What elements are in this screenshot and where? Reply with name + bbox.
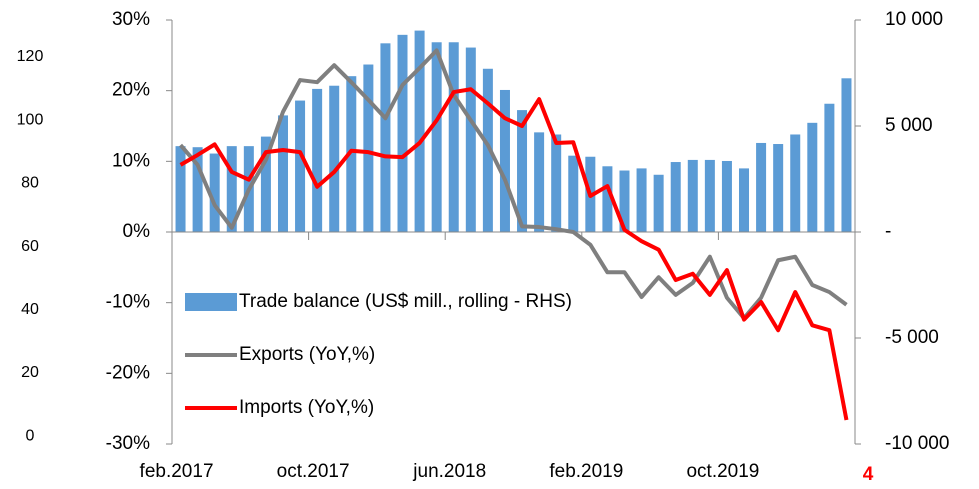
- bar: [773, 144, 784, 232]
- y2-tick-label: -10 000: [885, 433, 949, 454]
- bar: [260, 136, 271, 232]
- bar: [739, 168, 750, 232]
- bar: [482, 68, 493, 232]
- y-tick-label: -10%: [106, 292, 150, 313]
- y-tick-label: 30%: [112, 9, 150, 30]
- bar: [414, 30, 425, 232]
- bar: [517, 110, 528, 232]
- bar: [534, 132, 545, 232]
- bar: [209, 153, 220, 232]
- left-label: 40: [21, 301, 39, 318]
- left-label: 60: [21, 238, 39, 255]
- bar: [192, 147, 203, 232]
- y-tick-label: 10%: [112, 150, 150, 171]
- bar: [226, 146, 237, 232]
- bar: [448, 42, 459, 233]
- legend-label: Exports (YoY,%): [239, 344, 375, 365]
- bar: [790, 134, 801, 232]
- y-tick-label: 20%: [112, 80, 150, 101]
- bar: [756, 142, 767, 232]
- y-tick-label: 0%: [123, 221, 151, 242]
- bar: [465, 47, 476, 233]
- bar: [824, 103, 835, 233]
- x-tick-label: feb.2019: [549, 461, 623, 482]
- bar: [807, 122, 818, 232]
- bar: [551, 134, 562, 232]
- bar: [363, 64, 374, 233]
- y2-tick-label: 10 000: [885, 9, 943, 30]
- bar: [568, 155, 579, 232]
- bar: [619, 170, 630, 232]
- line: [179, 87, 849, 421]
- left-label: 120: [17, 48, 44, 65]
- bar: [653, 174, 664, 232]
- bar: [397, 34, 408, 233]
- bar: [499, 89, 510, 233]
- annotation: 4: [863, 464, 874, 485]
- y2-tick-label: -: [885, 221, 891, 242]
- y-tick-label: -20%: [106, 362, 150, 383]
- y-tick-label: -30%: [106, 433, 150, 454]
- bar: [704, 159, 715, 232]
- legend-swatch: [185, 293, 237, 311]
- bar: [431, 42, 442, 233]
- bar: [380, 43, 391, 232]
- x-tick-label: feb.2017: [140, 461, 214, 482]
- left-label: 20: [21, 364, 39, 381]
- bar: [175, 146, 186, 232]
- x-tick-label: oct.2019: [686, 461, 759, 482]
- bar: [687, 159, 698, 232]
- y2-tick-label: -5 000: [885, 327, 939, 348]
- y2-tick-label: 5 000: [885, 115, 933, 136]
- legend-label: Imports (YoY,%): [239, 397, 374, 418]
- legend-label: Trade balance (US$ mill., rolling - RHS): [239, 291, 572, 312]
- left-label: 100: [17, 111, 44, 128]
- bar: [721, 160, 732, 232]
- bar: [346, 76, 357, 233]
- bar: [295, 100, 306, 232]
- x-tick-label: oct.2017: [277, 461, 350, 482]
- x-tick-label: jun.2018: [412, 461, 486, 482]
- bar: [841, 78, 852, 232]
- bar: [602, 166, 613, 232]
- line: [179, 48, 848, 321]
- bar: [670, 162, 681, 232]
- left-label: 0: [26, 427, 35, 444]
- bar: [277, 115, 288, 232]
- bar: [636, 168, 647, 232]
- left-label: 80: [21, 175, 39, 192]
- bar: [329, 85, 340, 232]
- bar: [312, 88, 323, 233]
